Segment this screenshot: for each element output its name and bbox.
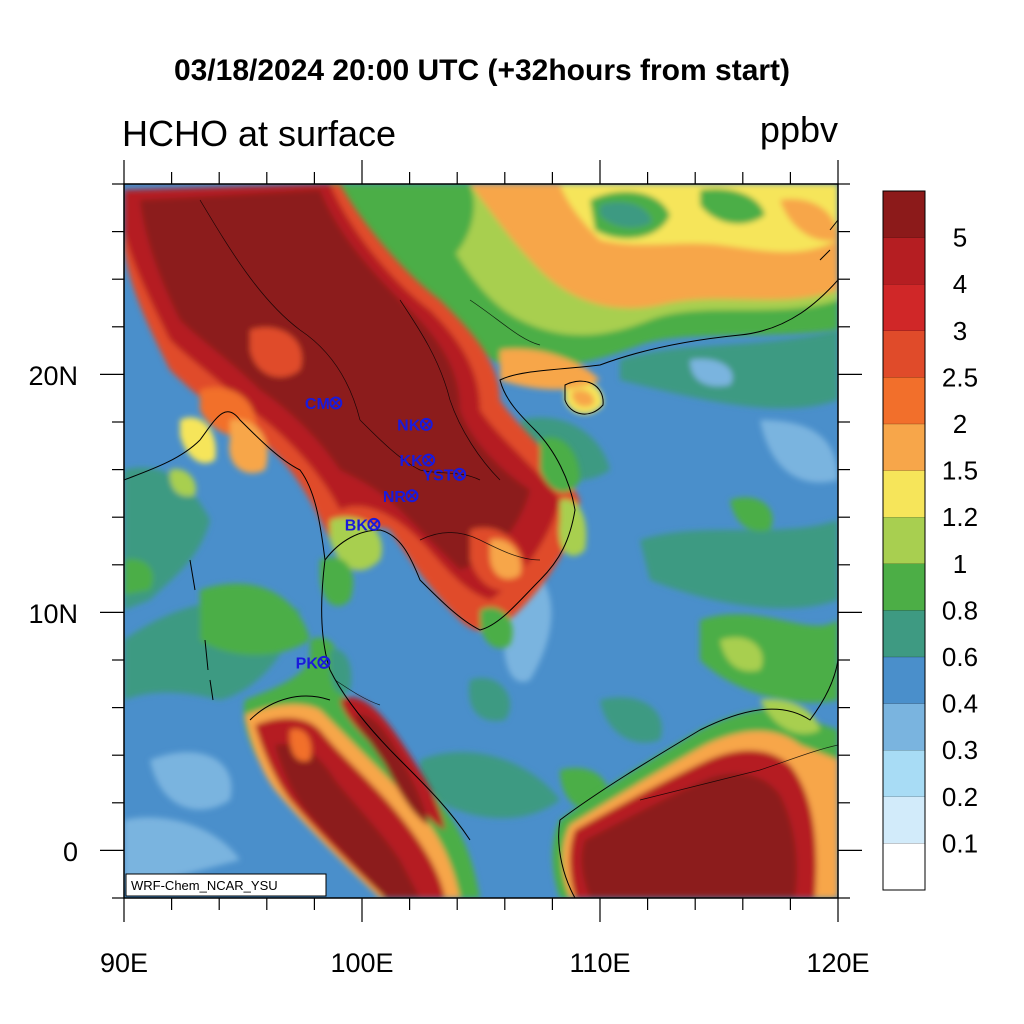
- station-label: YST: [422, 467, 453, 484]
- station-label: KK: [400, 453, 424, 470]
- map-frame: [123, 183, 839, 899]
- x-tick-label: 90E: [100, 948, 148, 978]
- ocean-field: [124, 268, 838, 890]
- colorbar-label: 0.2: [942, 782, 978, 812]
- station-marker-icon: [453, 467, 467, 481]
- colorbar-swatch: [883, 237, 925, 285]
- y-tick-label: 10N: [28, 599, 78, 629]
- station-nr: NR: [383, 489, 419, 506]
- station-label: BK: [345, 517, 369, 534]
- coastlines: [124, 219, 838, 898]
- station-cross-icon: [424, 455, 434, 465]
- colorbar-frame: [882, 190, 926, 891]
- station-cross-icon: [369, 519, 379, 529]
- station-label: PK: [296, 655, 319, 672]
- colorbar-label: 2: [953, 409, 967, 439]
- station-marker-icon: [419, 417, 433, 431]
- station-bk: BK: [345, 517, 381, 534]
- colorbar-swatch: [883, 796, 925, 844]
- station-marker-icon: [329, 396, 343, 410]
- station-kk: KK: [400, 453, 436, 470]
- colorbar-label: 0.4: [942, 689, 978, 719]
- colorbar-swatch: [883, 470, 925, 518]
- colorbar-swatch: [883, 703, 925, 751]
- colorbar-label: 0.8: [942, 595, 978, 625]
- figure-title: 03/18/2024 20:00 UTC (+32hours from star…: [174, 54, 790, 87]
- colorbar-label: 0.1: [942, 828, 978, 858]
- station-cross-icon: [331, 398, 341, 408]
- colorbar-swatch: [883, 750, 925, 798]
- y-tick-label: 0: [63, 837, 78, 867]
- colorbar-label: 5: [953, 223, 967, 253]
- colorbar-label: 1: [953, 549, 967, 579]
- station-cm: CM: [305, 396, 343, 413]
- x-tick-label: 110E: [569, 948, 630, 978]
- colorbar-label: 3: [953, 316, 967, 346]
- station-yst: YST: [422, 467, 467, 484]
- model-credit-text: WRF-Chem_NCAR_YSU: [131, 878, 278, 893]
- x-axis-labels: 90E 100E 110E 120E: [100, 948, 870, 978]
- colorbar-label: 1.2: [942, 502, 978, 532]
- colorbar-swatch: [883, 377, 925, 425]
- station-cross-icon: [455, 469, 465, 479]
- colorbar-label: 2.5: [942, 362, 978, 392]
- station-label: CM: [305, 396, 330, 413]
- map-panel: [124, 184, 838, 898]
- colorbar-label: 4: [953, 269, 967, 299]
- colorbar-label: 1.5: [942, 456, 978, 486]
- station-cross-icon: [319, 657, 329, 667]
- colorbar-swatch: [883, 563, 925, 611]
- colorbar-swatch: [883, 610, 925, 658]
- station-label: NR: [383, 489, 407, 506]
- borneo-field: [552, 699, 838, 898]
- colorbar: 5 4 3 2.5 2 1.5 1.2 1 0.8 0.6 0.4 0.3 0.2 0.1: [882, 190, 978, 891]
- station-pk: PK: [296, 655, 331, 672]
- colorbar-swatch: [883, 424, 925, 472]
- station-cross-icon: [421, 419, 431, 429]
- x-tick-label: 100E: [330, 948, 393, 978]
- colorbar-swatch: [883, 517, 925, 565]
- colorbar-swatch: [883, 330, 925, 378]
- y-tick-label: 20N: [28, 361, 78, 391]
- station-cross-icon: [407, 491, 417, 501]
- model-credit: WRF-Chem_NCAR_YSU: [125, 873, 327, 897]
- y-axis-labels: 0 10N 20N: [28, 361, 78, 867]
- station-marker-icon: [405, 489, 419, 503]
- indochina-field: [124, 184, 587, 649]
- colorbar-label: 0.3: [942, 735, 978, 765]
- station-nk: NK: [397, 417, 433, 434]
- station-label: NK: [397, 417, 421, 434]
- colorbar-swatch: [883, 843, 925, 891]
- x-tick-label: 120E: [806, 948, 869, 978]
- station-marker-icon: [422, 453, 436, 467]
- station-marker-icon: [317, 655, 331, 669]
- variable-subtitle: HCHO at surface: [122, 113, 396, 154]
- political-borders: [199, 199, 838, 801]
- colorbar-swatch: [883, 657, 925, 705]
- sumatra-peninsula-field: [243, 637, 480, 898]
- units-subtitle: ppbv: [760, 109, 838, 150]
- colorbar-label: 0.6: [942, 642, 978, 672]
- axis-ticks: [100, 160, 862, 922]
- colorbar-swatch: [883, 284, 925, 332]
- station-marker-icon: [367, 517, 381, 531]
- colorbar-swatch: [883, 191, 925, 239]
